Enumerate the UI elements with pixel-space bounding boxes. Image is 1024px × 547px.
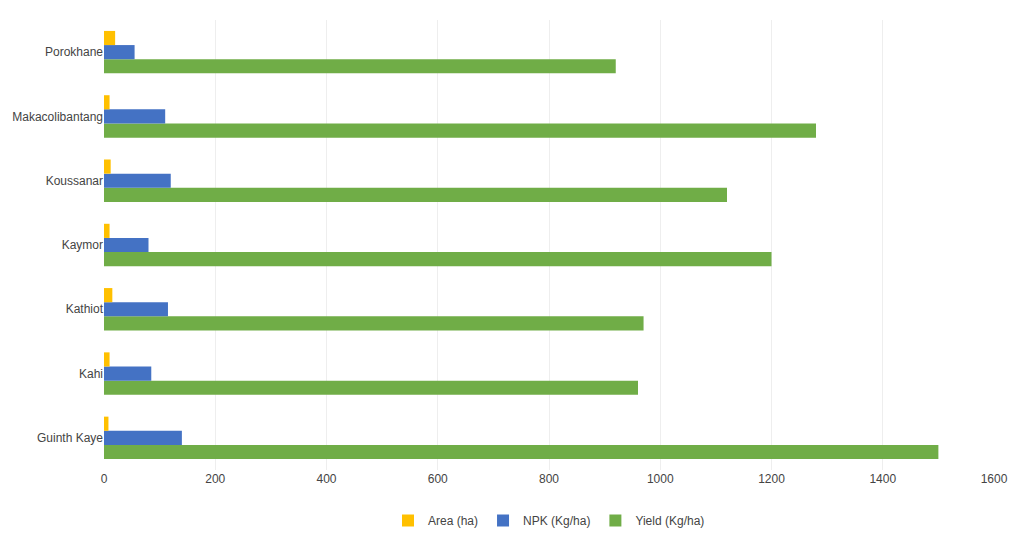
- svg-text:NPK (Kg/ha): NPK (Kg/ha): [523, 514, 590, 528]
- svg-text:Makacolibantang: Makacolibantang: [12, 110, 103, 124]
- svg-text:0: 0: [101, 472, 108, 486]
- svg-text:Area (ha): Area (ha): [428, 514, 478, 528]
- svg-text:Yield (Kg/ha): Yield (Kg/ha): [635, 514, 704, 528]
- svg-text:800: 800: [539, 472, 559, 486]
- svg-text:1200: 1200: [758, 472, 785, 486]
- svg-text:Porokhane: Porokhane: [45, 45, 103, 59]
- svg-text:Koussanar: Koussanar: [46, 174, 103, 188]
- svg-text:600: 600: [428, 472, 448, 486]
- svg-text:1600: 1600: [981, 472, 1008, 486]
- svg-text:Kathiot: Kathiot: [66, 302, 104, 316]
- svg-text:200: 200: [205, 472, 225, 486]
- svg-text:1000: 1000: [647, 472, 674, 486]
- svg-text:Guinth Kaye: Guinth Kaye: [37, 431, 103, 445]
- svg-text:Kahi: Kahi: [79, 367, 103, 381]
- svg-text:1400: 1400: [869, 472, 896, 486]
- svg-text:400: 400: [316, 472, 336, 486]
- svg-text:Kaymor: Kaymor: [62, 238, 103, 252]
